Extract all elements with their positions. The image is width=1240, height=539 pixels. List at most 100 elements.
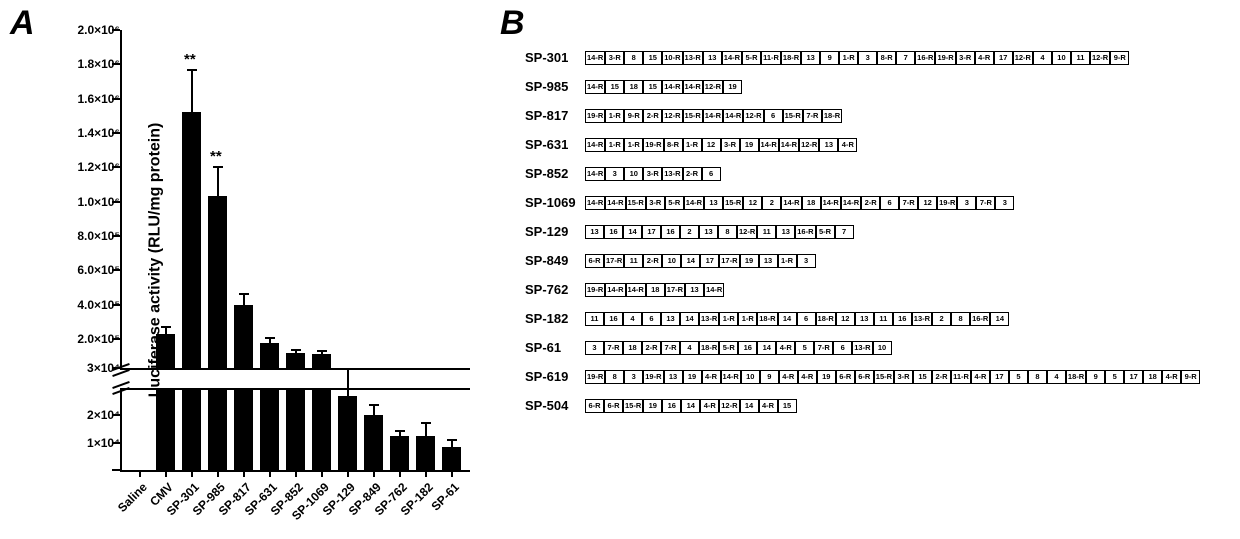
construct-label: SP-182 [525, 311, 585, 326]
module-cell: 13-R [683, 51, 703, 65]
construct-cells: 19-R14-R14-R1817-R1314-R [585, 283, 724, 297]
module-cell: 19 [723, 80, 742, 94]
bar [208, 388, 227, 470]
module-cell: 17-R [604, 254, 624, 268]
y-tick-label: 6.0×10⁵ [60, 263, 120, 277]
module-cell: 6-R [585, 254, 604, 268]
module-cell: 4-R [838, 138, 857, 152]
module-cell: 9-R [1181, 370, 1200, 384]
module-cell: 11 [585, 312, 604, 326]
module-cell: 12-R [799, 138, 819, 152]
construct-label: SP-301 [525, 50, 585, 65]
module-cell: 2-R [683, 167, 702, 181]
module-cell: 19 [683, 370, 702, 384]
module-cell: 6-R [855, 370, 874, 384]
module-cell: 14-R [585, 167, 605, 181]
y-tick-label: 1.0×10⁶ [60, 195, 120, 209]
module-cell: 9 [760, 370, 779, 384]
construct-row: SP-85214-R3103-R13-R2-R6 [525, 166, 1225, 181]
module-cell: 14 [623, 225, 642, 239]
y-tick-label: 1.6×10⁶ [60, 92, 120, 106]
module-cell: 13 [703, 51, 722, 65]
construct-cells: 111646131413-R1-R1-R18-R14618-R121311161… [585, 312, 1009, 326]
y-tick [112, 469, 120, 471]
x-tick [191, 470, 193, 477]
construct-row: SP-5046-R6-R15-R1916144-R12-R144-R15 [525, 398, 1225, 413]
module-cell: 7 [835, 225, 854, 239]
module-cell: 3-R [643, 167, 662, 181]
module-cell: 17 [1124, 370, 1143, 384]
construct-label: SP-61 [525, 340, 585, 355]
module-cell: 14-R [683, 80, 703, 94]
module-cell: 3 [957, 196, 976, 210]
error-cap [291, 349, 301, 351]
module-cell: 14-R [703, 109, 723, 123]
module-cell: 14-R [605, 196, 625, 210]
module-cell: 4-R [759, 399, 778, 413]
construct-cells: 6-R17-R112-R10141717-R19131-R3 [585, 254, 816, 268]
module-cell: 14-R [605, 283, 625, 297]
module-cell: 15-R [723, 196, 743, 210]
module-cell: 5-R [719, 341, 738, 355]
x-tick [139, 470, 141, 477]
bar [442, 447, 461, 470]
module-cell: 6-R [585, 399, 604, 413]
module-cell: 5-R [742, 51, 761, 65]
module-cell: 17 [642, 225, 661, 239]
bar [312, 388, 331, 470]
module-cell: 7-R [899, 196, 918, 210]
module-cell: 11 [757, 225, 776, 239]
module-cell: 11 [1071, 51, 1090, 65]
module-cell: 2-R [932, 370, 951, 384]
module-cell: 14-R [821, 196, 841, 210]
module-cell: 3-R [956, 51, 975, 65]
y-tick-label: 2.0×10⁶ [60, 23, 120, 37]
error-bar [217, 166, 219, 195]
y-tick-label: 1.4×10⁶ [60, 126, 120, 140]
x-tick [217, 470, 219, 477]
module-cell: 15-R [874, 370, 894, 384]
module-cell: 8-R [664, 138, 683, 152]
construct-cells: 14-R1-R1-R19-R8-R1-R123-R1914-R14-R12-R1… [585, 138, 857, 152]
module-cell: 10 [624, 167, 643, 181]
module-cell: 1-R [605, 109, 624, 123]
construct-cells: 14-R3103-R13-R2-R6 [585, 167, 721, 181]
module-cell: 14-R [841, 196, 861, 210]
bar [234, 388, 253, 470]
construct-label: SP-852 [525, 166, 585, 181]
x-tick [295, 470, 297, 477]
module-cell: 9 [1086, 370, 1105, 384]
error-cap [395, 430, 405, 432]
module-cell: 8-R [877, 51, 896, 65]
construct-cells: 1316141716213812-R111316-R5-R7 [585, 225, 854, 239]
bar [286, 388, 305, 470]
module-cell: 12-R [719, 399, 739, 413]
module-cell: 12 [702, 138, 721, 152]
module-cell: 10 [741, 370, 760, 384]
module-cell: 7-R [803, 109, 822, 123]
module-cell: 14-R [585, 138, 605, 152]
module-cell: 3 [995, 196, 1014, 210]
module-cell: 14-R [779, 138, 799, 152]
bar [364, 415, 383, 470]
module-cell: 9-R [624, 109, 643, 123]
module-cell: 12-R [743, 109, 763, 123]
module-cell: 1-R [683, 138, 702, 152]
module-cell: 14-R [723, 109, 743, 123]
x-tick [269, 470, 271, 477]
bar [286, 353, 305, 368]
y-axis-upper [120, 30, 122, 368]
y-axis-lower [120, 388, 122, 470]
error-cap [421, 422, 431, 424]
module-cell: 7-R [814, 341, 833, 355]
module-cell: 13 [759, 254, 778, 268]
bar-chart: Luciferase activity (RLU/mg protein) 2.0… [60, 20, 480, 500]
module-cell: 3 [797, 254, 816, 268]
module-cell: 16 [893, 312, 912, 326]
bar [416, 436, 435, 470]
bar [234, 305, 253, 368]
module-cell: 15-R [783, 109, 803, 123]
module-cell: 4 [1047, 370, 1066, 384]
bar [208, 196, 227, 368]
x-tick [321, 470, 323, 477]
